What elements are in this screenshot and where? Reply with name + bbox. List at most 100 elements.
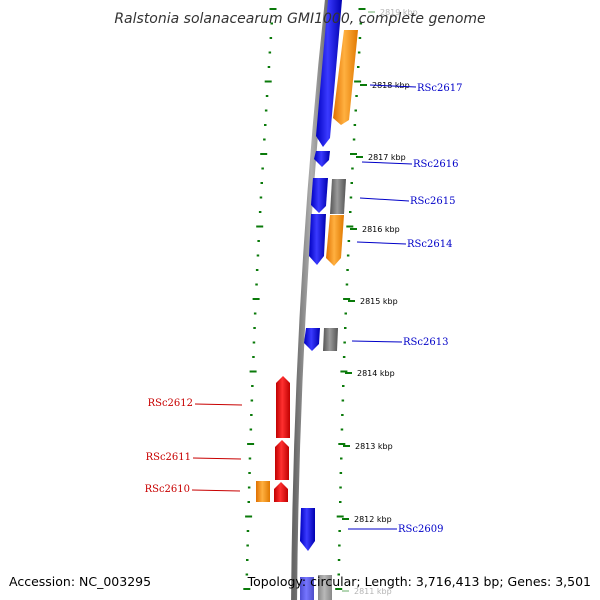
gene-rsc2615-feature[interactable] [311, 178, 328, 213]
tick-mark [345, 283, 349, 286]
tick-mark [248, 457, 252, 460]
gene-rsc2617-feature[interactable] [316, 0, 342, 147]
gray-gene-lower[interactable] [323, 328, 338, 351]
tick-mark [337, 573, 340, 576]
tick-mark [343, 298, 351, 300]
tick-mark [267, 66, 271, 68]
tick-mark [270, 22, 273, 25]
tick-mark [339, 486, 342, 489]
gene-rsc2610-feature[interactable] [274, 482, 288, 502]
tick-mark [246, 544, 249, 547]
tick-mark [354, 109, 357, 112]
tick-mark [354, 80, 362, 83]
gene-leader-line [194, 403, 243, 406]
left-tick-ring [243, 8, 277, 590]
gene-label-rsc2610[interactable]: RSc2610 [145, 484, 190, 495]
tick-mark [252, 341, 256, 344]
tick-mark [344, 312, 347, 315]
gene-label-rsc2613[interactable]: RSc2613 [403, 337, 448, 348]
gene-leader-line [361, 161, 413, 165]
tick-mark [247, 443, 255, 445]
kbp-label: 2814 kbp [357, 369, 395, 378]
tick-mark [246, 559, 249, 561]
topology-text: Topology: circular; Length: 3,716,413 bp… [247, 574, 591, 589]
tick-mark [269, 8, 277, 10]
gene-rsc2613-feature[interactable] [304, 328, 320, 351]
kbp-label: 2816 kbp [362, 225, 400, 234]
tick-mark [257, 240, 260, 242]
gray-gene-bottom[interactable] [318, 575, 332, 600]
tick-mark [349, 196, 353, 199]
tick-mark [357, 51, 361, 54]
tick-mark [263, 138, 266, 141]
tick-mark [247, 486, 251, 489]
tick-mark [243, 588, 251, 590]
gene-leader-line [356, 241, 407, 245]
orange-gene-top[interactable] [333, 30, 358, 125]
gene-bottom-blue-feature[interactable] [300, 577, 314, 600]
tick-mark [250, 399, 254, 402]
tick-mark [340, 370, 348, 373]
tick-mark [264, 124, 267, 126]
tick-mark [339, 472, 343, 474]
tick-mark [358, 8, 366, 10]
gene-label-rsc2616[interactable]: RSc2616 [413, 159, 458, 170]
tick-mark [269, 37, 273, 39]
gene-label-rsc2609[interactable]: RSc2609 [398, 524, 443, 535]
tick-mark [338, 544, 341, 547]
tick-mark [253, 312, 257, 315]
plus-strand-genes [300, 0, 342, 600]
tick-mark [341, 399, 345, 402]
kbp-label: 2817 kbp [368, 153, 406, 162]
gene-rsc2611-feature[interactable] [275, 440, 289, 480]
tick-mark [260, 153, 268, 155]
kbp-label: 2819 kbp [380, 8, 418, 17]
gene-leader-line [192, 457, 242, 460]
gray-gene-upper[interactable] [330, 179, 346, 214]
tick-mark [253, 327, 256, 329]
tick-mark [346, 254, 350, 257]
accession-text: Accession: NC_003295 [9, 574, 151, 589]
tick-mark [342, 385, 345, 387]
tick-mark [359, 22, 363, 25]
tick-mark [340, 457, 343, 460]
minus-strand-labels: RSc2612 RSc2611 RSc2610 [145, 398, 243, 495]
gene-rsc2612-feature[interactable] [276, 376, 290, 438]
tick-mark [255, 269, 259, 271]
gene-rsc2616-feature[interactable] [314, 151, 330, 167]
tick-mark [338, 443, 346, 445]
gene-label-rsc2617[interactable]: RSc2617 [417, 83, 462, 94]
tick-mark [261, 167, 264, 170]
gene-rsc2609-feature[interactable] [300, 508, 315, 551]
tick-mark [357, 66, 360, 68]
tick-mark [247, 501, 250, 503]
tick-mark [355, 95, 358, 97]
gene-label-rsc2611[interactable]: RSc2611 [146, 452, 191, 463]
tick-mark [251, 385, 254, 387]
tick-mark [258, 211, 262, 213]
tick-mark [335, 588, 343, 590]
tick-mark [346, 269, 349, 271]
tick-mark [338, 530, 341, 532]
orange-gene-middle[interactable] [326, 215, 344, 266]
tick-mark [344, 327, 347, 329]
tick-mark [252, 298, 260, 300]
tick-mark [250, 414, 253, 416]
tick-mark [260, 182, 263, 184]
gene-label-rsc2612[interactable]: RSc2612 [148, 398, 193, 409]
tick-mark [336, 515, 344, 518]
tick-mark [255, 283, 258, 286]
right-tick-ring [335, 8, 366, 590]
orange-gene-left[interactable] [256, 481, 270, 502]
tick-mark [256, 225, 264, 228]
tick-mark [337, 559, 341, 561]
tick-mark [352, 138, 356, 141]
tick-mark [265, 95, 269, 97]
tick-mark [351, 167, 354, 170]
gene-rsc2614-feature[interactable] [309, 214, 326, 265]
gene-label-rsc2614[interactable]: RSc2614 [407, 239, 452, 250]
gene-label-rsc2615[interactable]: RSc2615 [410, 196, 455, 207]
